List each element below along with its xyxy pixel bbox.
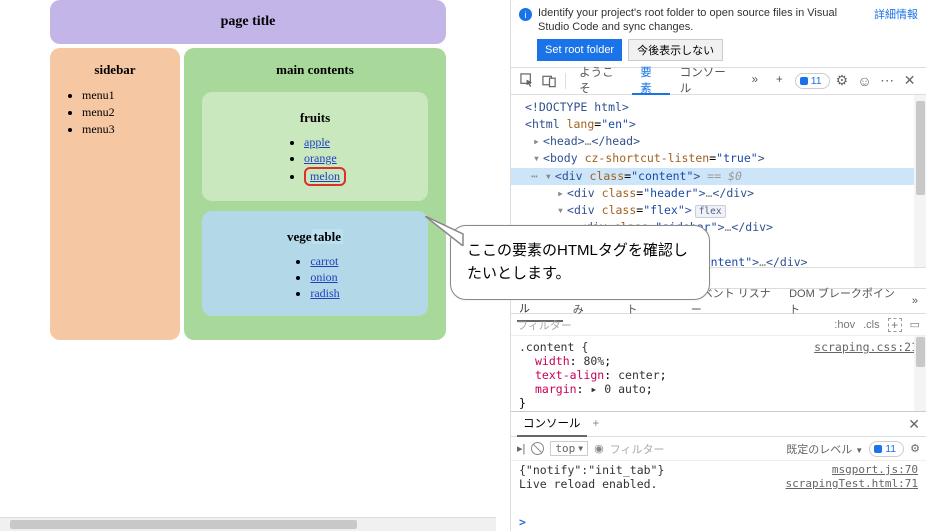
page-sidebar: sidebar menu1 menu2 menu3: [50, 48, 180, 340]
fruits-link[interactable]: apple: [304, 135, 330, 149]
dismiss-button[interactable]: 今後表示しない: [628, 39, 723, 61]
close-devtools-icon[interactable]: ✕: [899, 70, 920, 92]
sidebar-heading: sidebar: [60, 62, 170, 78]
console-close-icon[interactable]: ✕: [908, 416, 920, 433]
style-selector[interactable]: .content {: [519, 340, 588, 354]
fruits-link[interactable]: orange: [304, 151, 337, 165]
clear-console-icon[interactable]: [531, 442, 544, 455]
main-heading: main contents: [198, 62, 432, 78]
live-expr-icon[interactable]: ◉: [594, 442, 604, 455]
veg-link[interactable]: radish: [310, 286, 339, 300]
console-prompt[interactable]: >: [511, 513, 926, 531]
tab-plus[interactable]: +: [768, 67, 791, 95]
veg-link[interactable]: carrot: [310, 254, 338, 268]
sidebar-item: menu1: [82, 88, 170, 103]
feedback-icon[interactable]: ☺: [854, 70, 875, 92]
infobar: i Identify your project's root folder to…: [511, 0, 926, 37]
styles-filter-input[interactable]: フィルター: [517, 317, 826, 333]
infobar-text: Identify your project's root folder to o…: [538, 6, 868, 35]
veg-link[interactable]: onion: [310, 270, 337, 284]
console-sidebar-icon[interactable]: ▸|: [517, 442, 525, 455]
vegetable-heading: vegetable: [212, 229, 418, 245]
styles-tab-more[interactable]: »: [910, 291, 920, 311]
console-tab[interactable]: コンソール: [517, 411, 587, 437]
context-selector[interactable]: top ▼: [550, 441, 588, 456]
console-output[interactable]: {"notify":"init_tab"}msgport.js:70 Live …: [511, 461, 926, 513]
tab-more[interactable]: »: [744, 67, 766, 95]
dom-selected-line[interactable]: ⋯ ▾<div class="content"> == $0: [511, 168, 926, 185]
infobar-link[interactable]: 詳細情報: [874, 6, 918, 22]
computed-toggle-icon[interactable]: ▭: [910, 318, 920, 331]
flex-badge[interactable]: flex: [695, 205, 726, 218]
console-src-link[interactable]: scrapingTest.html:71: [786, 477, 918, 491]
sidebar-item: menu3: [82, 122, 170, 137]
hov-button[interactable]: :hov: [834, 319, 855, 331]
page-header: page title: [50, 0, 446, 44]
page-viewport: page title sidebar menu1 menu2 menu3 mai…: [0, 0, 496, 517]
console-src-link[interactable]: msgport.js:70: [832, 463, 918, 477]
tab-welcome[interactable]: ようこそ: [571, 67, 630, 95]
info-icon: i: [519, 8, 532, 21]
styles-pane: スタイル 計算済み レイアウト イベント リスナー DOM ブレークポイント »…: [511, 289, 926, 411]
console-issues-chip[interactable]: 11: [869, 441, 904, 457]
style-source-link[interactable]: scraping.css:21: [814, 340, 918, 354]
new-rule-button[interactable]: +: [888, 318, 902, 332]
console-drawer: コンソール + ✕ ▸| top ▼ ◉ フィルター 既定のレベル ▼ 11 ⚙…: [511, 411, 926, 531]
melon-highlight: melon: [304, 167, 346, 186]
callout-tail: [425, 216, 465, 246]
devtools-toolbar: ようこそ 要素 コンソール » + 11 ⚙ ☺ ⋯ ✕: [511, 67, 926, 95]
inspect-icon[interactable]: [517, 70, 538, 92]
console-plus-icon[interactable]: +: [593, 418, 600, 430]
fruits-heading: fruits: [212, 110, 418, 126]
callout-bubble: ここの要素のHTMLタグを確認したいとします。: [450, 225, 710, 300]
horizontal-scrollbar[interactable]: [0, 517, 496, 531]
page-preview-pane: page title sidebar menu1 menu2 menu3 mai…: [0, 0, 496, 531]
fruits-box: fruits apple orange melon: [202, 92, 428, 201]
styles-scrollbar[interactable]: [914, 336, 926, 411]
fruits-link-melon[interactable]: melon: [310, 169, 340, 183]
tab-console[interactable]: コンソール: [672, 67, 742, 95]
device-toggle-icon[interactable]: [540, 70, 561, 92]
set-root-folder-button[interactable]: Set root folder: [537, 39, 622, 61]
console-filter-input[interactable]: フィルター: [610, 441, 781, 457]
console-settings-icon[interactable]: ⚙: [910, 442, 920, 455]
cls-button[interactable]: .cls: [863, 319, 880, 331]
issues-chip[interactable]: 11: [795, 73, 830, 89]
more-menu-icon[interactable]: ⋯: [877, 70, 898, 92]
settings-icon[interactable]: ⚙: [832, 70, 853, 92]
issue-dot-icon: [800, 77, 808, 85]
sidebar-item: menu2: [82, 105, 170, 120]
tab-elements[interactable]: 要素: [632, 67, 670, 95]
dom-scrollbar[interactable]: [914, 95, 926, 267]
log-level-selector[interactable]: 既定のレベル ▼: [786, 441, 863, 457]
vegetable-box: vegetable carrot onion radish: [202, 211, 428, 316]
page-main: main contents fruits apple orange melon …: [184, 48, 446, 340]
